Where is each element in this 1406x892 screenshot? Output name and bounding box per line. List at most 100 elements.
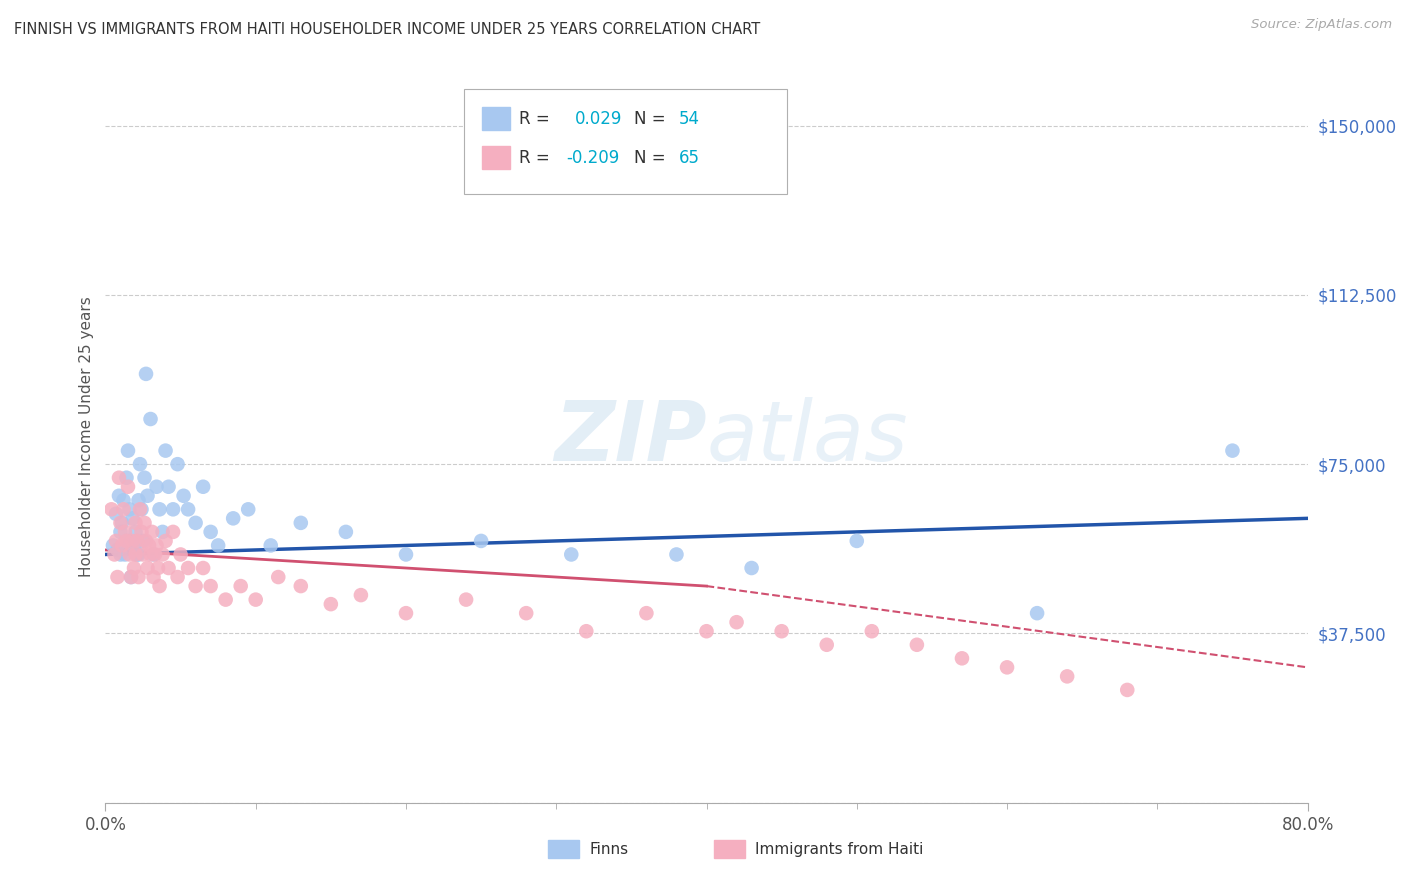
Point [121, 533, 143, 548]
Point [860, 624, 883, 639]
Point [139, 412, 162, 426]
Point [120, 570, 142, 584]
Point [636, 606, 658, 620]
Point [169, 548, 191, 562]
Point [145, 480, 167, 494]
Point [260, 538, 283, 552]
Point [152, 524, 174, 539]
Point [125, 533, 148, 548]
Point [122, 561, 145, 575]
Point [101, 538, 124, 552]
Point [107, 570, 129, 584]
Point [1026, 606, 1049, 620]
Point [191, 480, 214, 494]
Point [166, 457, 188, 471]
Point [229, 579, 252, 593]
Point [108, 471, 131, 485]
Point [155, 533, 177, 548]
Point [138, 538, 160, 552]
Point [124, 516, 146, 530]
Point [395, 606, 418, 620]
Point [905, 638, 928, 652]
Point [290, 516, 312, 530]
Point [112, 502, 135, 516]
Point [120, 570, 142, 584]
Point [121, 511, 143, 525]
Point [135, 533, 157, 548]
Point [575, 624, 598, 639]
Y-axis label: Householder Income Under 25 years: Householder Income Under 25 years [79, 297, 94, 577]
Point [108, 489, 131, 503]
Point [454, 592, 477, 607]
Point [115, 471, 138, 485]
Point [148, 579, 170, 593]
Point [110, 548, 132, 562]
Point [184, 579, 207, 593]
Point [995, 660, 1018, 674]
Point [132, 548, 155, 562]
Point [136, 561, 159, 575]
Point [111, 516, 134, 530]
Point [112, 493, 135, 508]
Point [129, 502, 152, 516]
Point [157, 480, 180, 494]
Point [110, 516, 132, 530]
Point [1116, 682, 1139, 697]
Point [129, 457, 152, 471]
Point [107, 543, 129, 558]
Point [665, 548, 688, 562]
Point [118, 502, 141, 516]
Point [134, 516, 156, 530]
Point [191, 561, 214, 575]
Point [166, 570, 188, 584]
Point [177, 561, 200, 575]
Text: ZIP: ZIP [554, 397, 707, 477]
Point [214, 592, 236, 607]
Point [115, 533, 138, 548]
Point [143, 548, 166, 562]
Point [515, 606, 537, 620]
Point [114, 548, 136, 562]
Point [238, 502, 260, 516]
Point [135, 367, 157, 381]
Point [103, 548, 125, 562]
Point [815, 638, 838, 652]
Point [104, 533, 127, 548]
Point [245, 592, 267, 607]
Text: Immigrants from Haiti: Immigrants from Haiti [755, 842, 924, 856]
Point [335, 524, 357, 539]
Text: Finns: Finns [589, 842, 628, 856]
Point [157, 561, 180, 575]
Point [122, 538, 145, 552]
Point [177, 502, 200, 516]
Point [128, 493, 150, 508]
Point [128, 548, 150, 562]
Point [131, 524, 153, 539]
Point [117, 533, 139, 548]
Point [770, 624, 793, 639]
Point [470, 533, 492, 548]
Point [110, 524, 132, 539]
Point [560, 548, 582, 562]
Point [142, 548, 165, 562]
Point [124, 524, 146, 539]
Point [141, 524, 163, 539]
Point [1056, 669, 1078, 683]
Point [184, 516, 207, 530]
Point [128, 570, 150, 584]
Point [267, 570, 290, 584]
Point [696, 624, 718, 639]
Point [146, 561, 169, 575]
Point [200, 579, 222, 593]
Point [290, 579, 312, 593]
Point [319, 597, 342, 611]
Point [222, 511, 245, 525]
Point [132, 533, 155, 548]
Text: N =: N = [634, 110, 671, 128]
Text: R =: R = [519, 149, 555, 167]
Point [1222, 443, 1244, 458]
Text: R =: R = [519, 110, 560, 128]
Text: Source: ZipAtlas.com: Source: ZipAtlas.com [1251, 18, 1392, 31]
Point [162, 502, 184, 516]
Point [200, 524, 222, 539]
